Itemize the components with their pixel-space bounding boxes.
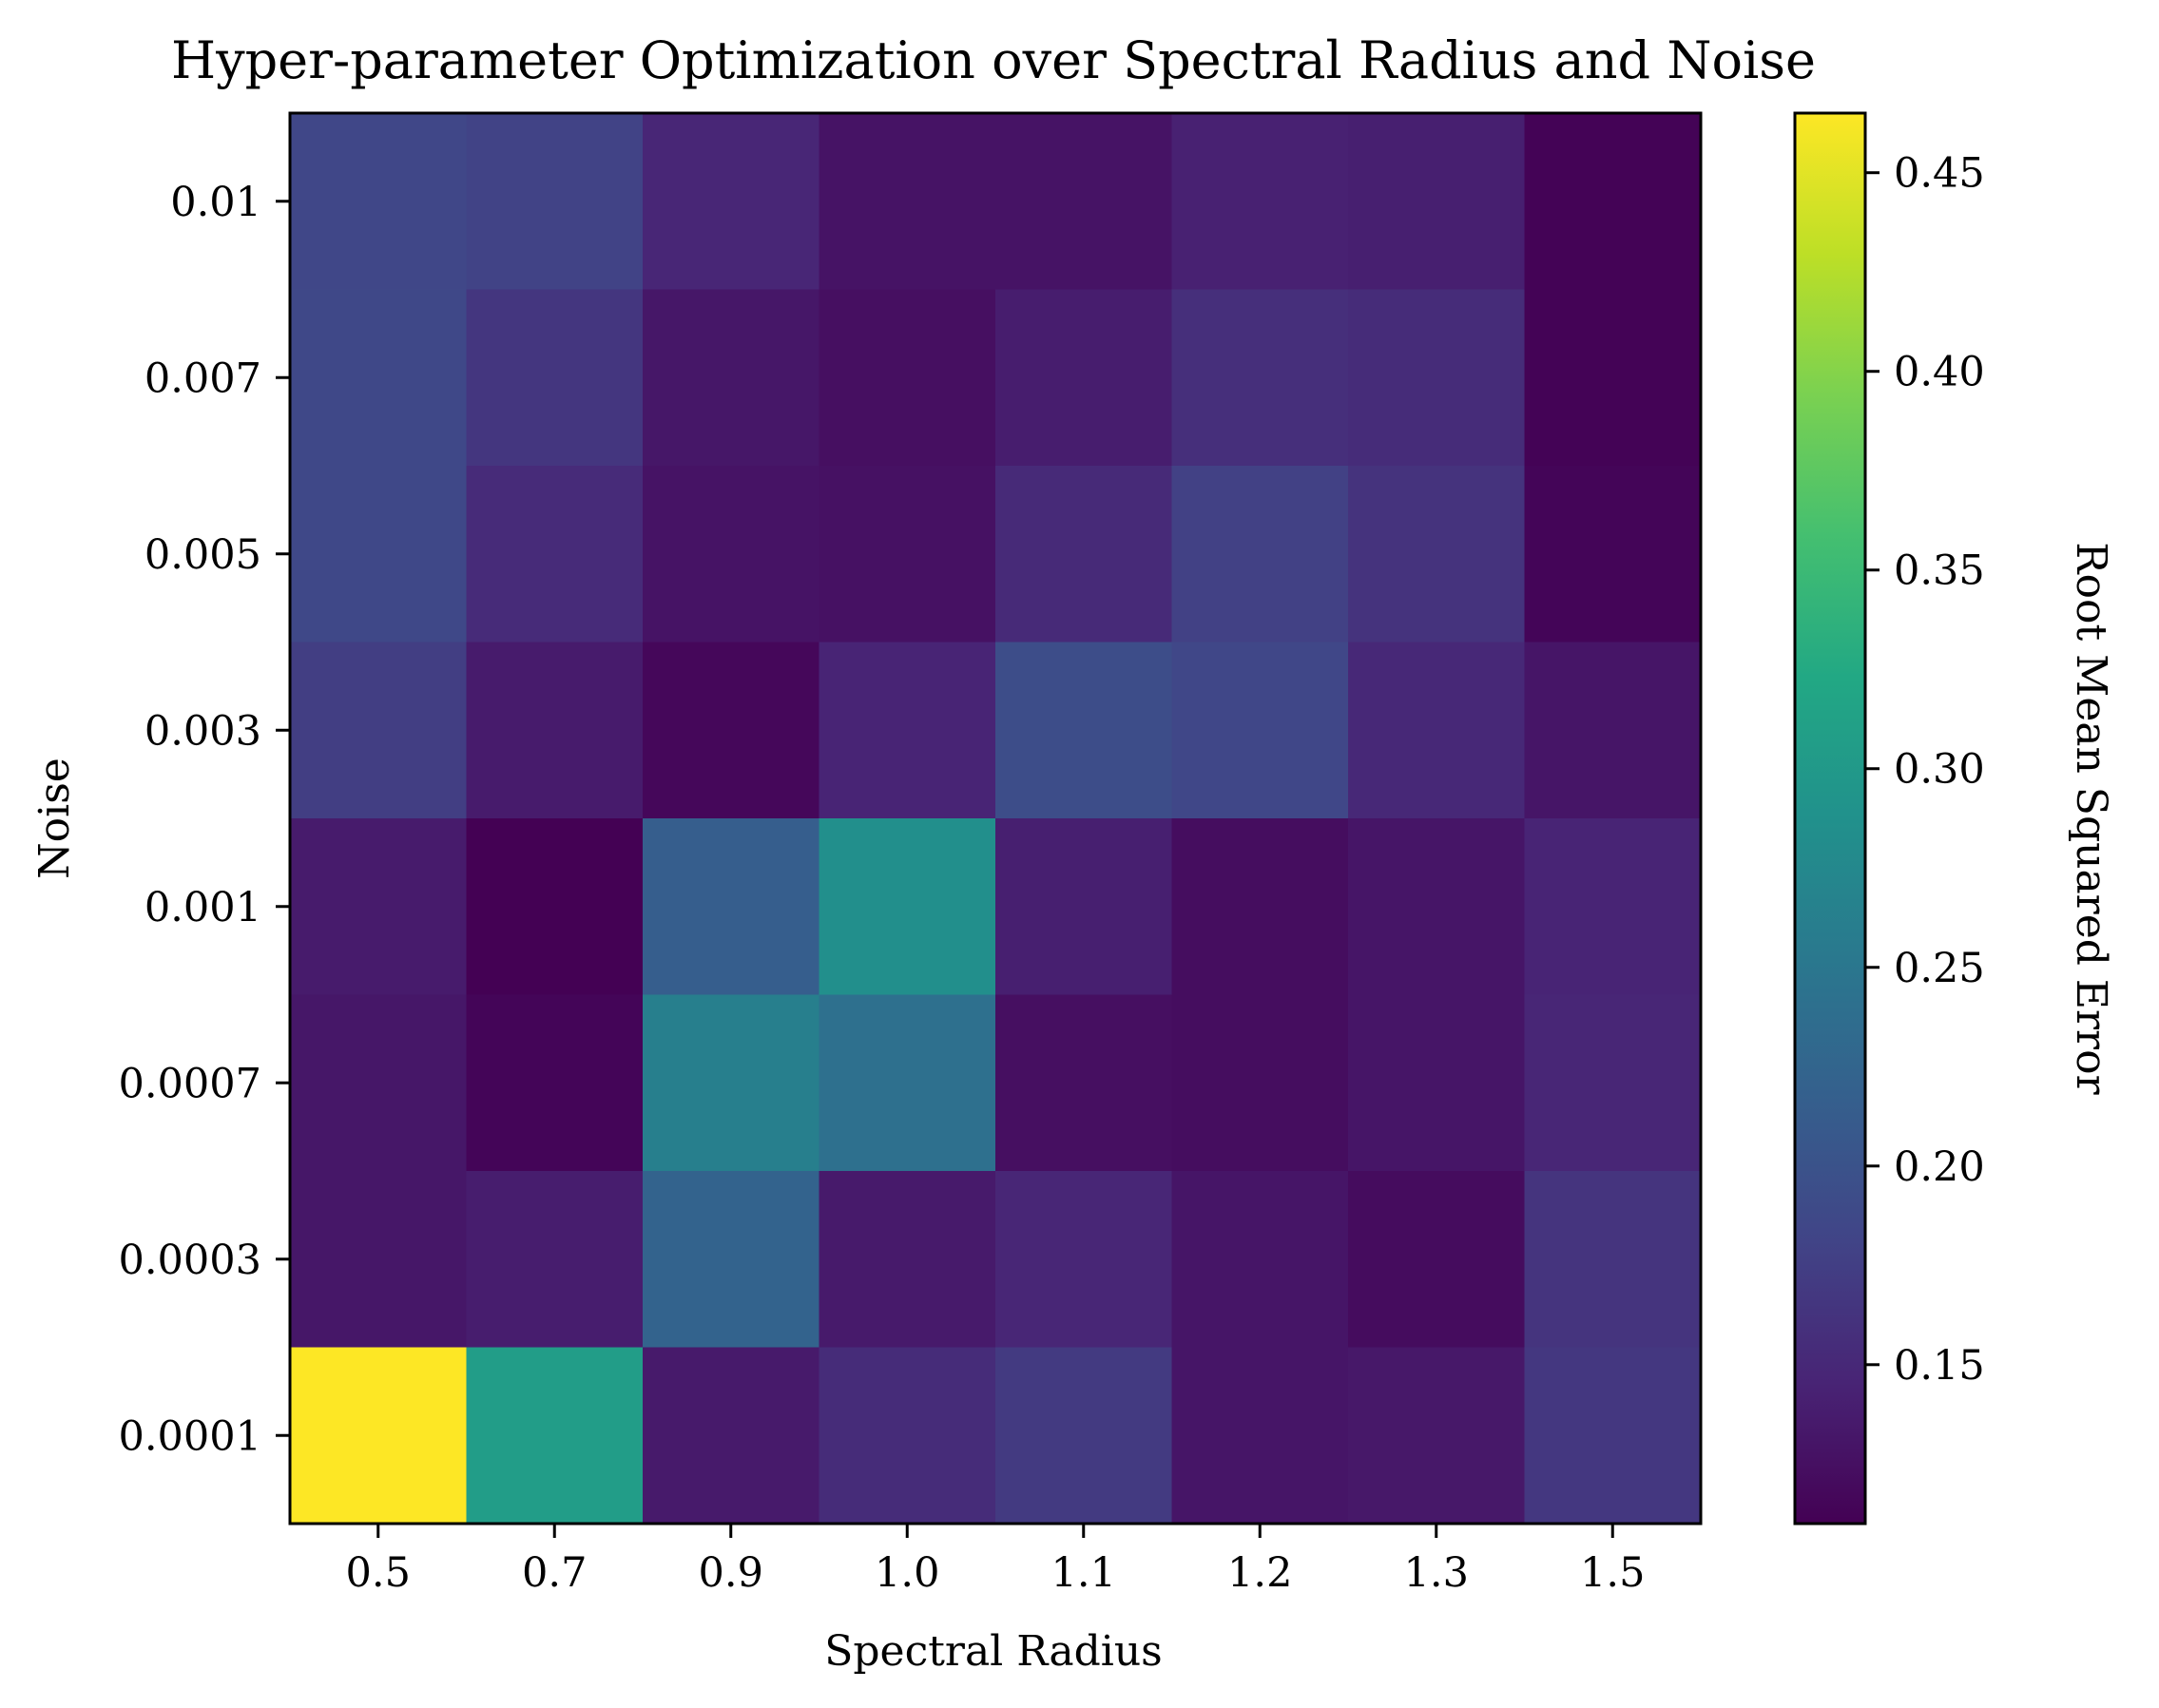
heatmap-cell	[1171, 1347, 1349, 1525]
y-tick-label: 0.003	[145, 707, 261, 755]
heatmap-cell	[819, 289, 996, 467]
heatmap-cells	[290, 113, 1702, 1525]
heatmap-cell	[466, 1347, 644, 1525]
heatmap-cell	[643, 818, 820, 996]
y-tick-label: 0.0003	[119, 1237, 261, 1284]
heatmap-cell	[1171, 1171, 1349, 1349]
heatmap-cell	[1524, 994, 1702, 1172]
heatmap-cell	[819, 642, 996, 819]
heatmap-cell	[466, 994, 644, 1172]
heatmap-cell	[819, 818, 996, 996]
heatmap-cell	[643, 466, 820, 643]
heatmap-cell	[643, 1171, 820, 1349]
x-axis-label: Spectral Radius	[824, 1627, 1163, 1676]
colorbar-ticks: 0.15 0.20 0.25 0.30 0.35 0.40 0.45	[1865, 150, 1985, 1390]
heatmap-cell	[1524, 1347, 1702, 1525]
colorbar-tick-label: 0.15	[1894, 1342, 1985, 1390]
x-tick-label: 1.3	[1404, 1549, 1469, 1597]
heatmap-cell	[290, 113, 468, 291]
heatmap-cell	[995, 1171, 1173, 1349]
colorbar-tick-label: 0.25	[1894, 945, 1985, 992]
heatmap-cell	[643, 113, 820, 291]
heatmap-cell	[466, 642, 644, 819]
x-tick-label: 1.5	[1580, 1549, 1645, 1597]
heatmap-cell	[643, 642, 820, 819]
heatmap-cell	[290, 289, 468, 467]
heatmap-cell	[290, 466, 468, 643]
heatmap-cell	[1348, 289, 1526, 467]
heatmap-cell	[1348, 113, 1526, 291]
heatmap-cell	[466, 818, 644, 996]
colorbar-tick-label: 0.30	[1894, 746, 1985, 794]
colorbar	[1793, 111, 1867, 1526]
heatmap-cell	[643, 1347, 820, 1525]
x-tick-label: 1.2	[1227, 1549, 1292, 1597]
heatmap-cell	[995, 642, 1173, 819]
heatmap-cell	[819, 1347, 996, 1525]
heatmap-cell	[1171, 642, 1349, 819]
heatmap-cell	[819, 113, 996, 291]
y-tick-label: 0.007	[145, 355, 261, 402]
heatmap-cell	[643, 994, 820, 1172]
heatmap-cell	[290, 994, 468, 1172]
heatmap-cell	[995, 994, 1173, 1172]
heatmap-cell	[1524, 818, 1702, 996]
heatmap-cell	[1524, 466, 1702, 643]
y-axis-label: Noise	[30, 758, 79, 879]
heatmap-cell	[290, 1171, 468, 1349]
heatmap-cell	[466, 466, 644, 643]
plot-frame	[288, 111, 1703, 1526]
chart-title: Hyper-parameter Optimization over Spectr…	[171, 30, 1816, 90]
heatmap-cell	[1171, 994, 1349, 1172]
y-axis-ticks: 0.01 0.007 0.005 0.003 0.001 0.0007 0.0003 0.00…	[119, 179, 290, 1460]
heatmap-cell	[1348, 1347, 1526, 1525]
colorbar-tick-label: 0.35	[1894, 547, 1985, 595]
heatmap-cell	[995, 818, 1173, 996]
y-tick-label: 0.001	[145, 884, 261, 931]
heatmap-cell	[1348, 994, 1526, 1172]
x-axis-ticks: 0.5 0.7 0.9 1.0 1.1 1.2 1.3 1.5	[346, 1524, 1645, 1597]
x-tick-label: 1.0	[875, 1549, 939, 1597]
heatmap-cell	[1524, 642, 1702, 819]
x-tick-label: 0.7	[522, 1549, 587, 1597]
x-tick-label: 0.5	[346, 1549, 411, 1597]
heatmap-cell	[1348, 642, 1526, 819]
heatmap-cell	[1348, 466, 1526, 643]
heatmap-cell	[1171, 818, 1349, 996]
colorbar-tick-label: 0.20	[1894, 1143, 1985, 1191]
heatmap-cell	[1348, 818, 1526, 996]
heatmap-cell	[643, 289, 820, 467]
y-tick-label: 0.0001	[119, 1412, 261, 1460]
heatmap-cell	[1524, 1171, 1702, 1349]
heatmap-cell	[466, 1171, 644, 1349]
heatmap-cell	[819, 466, 996, 643]
heatmap-cell	[1348, 1171, 1526, 1349]
heatmap-cell	[466, 289, 644, 467]
heatmap-cell	[995, 466, 1173, 643]
colorbar-tick-label: 0.45	[1894, 150, 1985, 198]
heatmap-cell	[819, 1171, 996, 1349]
heatmap-cell	[995, 1347, 1173, 1525]
heatmap-cell	[290, 642, 468, 819]
y-tick-label: 0.01	[170, 179, 261, 226]
colorbar-tick-label: 0.40	[1894, 349, 1985, 396]
x-tick-label: 1.1	[1051, 1549, 1116, 1597]
heatmap-cell	[1524, 289, 1702, 467]
x-tick-label: 0.9	[699, 1549, 763, 1597]
heatmap-cell	[995, 289, 1173, 467]
y-tick-label: 0.0007	[119, 1060, 261, 1107]
heatmap-cell	[1171, 466, 1349, 643]
heatmap-cell	[819, 994, 996, 1172]
heatmap-cell	[1171, 289, 1349, 467]
heatmap-cell	[290, 1347, 468, 1525]
heatmap-cell	[290, 818, 468, 996]
heatmap-cell	[1524, 113, 1702, 291]
colorbar-label: Root Mean Squared Error	[2067, 542, 2115, 1095]
heatmap-cell	[995, 113, 1173, 291]
heatmap-cell	[1171, 113, 1349, 291]
y-tick-label: 0.005	[145, 531, 261, 579]
heatmap-cell	[466, 113, 644, 291]
